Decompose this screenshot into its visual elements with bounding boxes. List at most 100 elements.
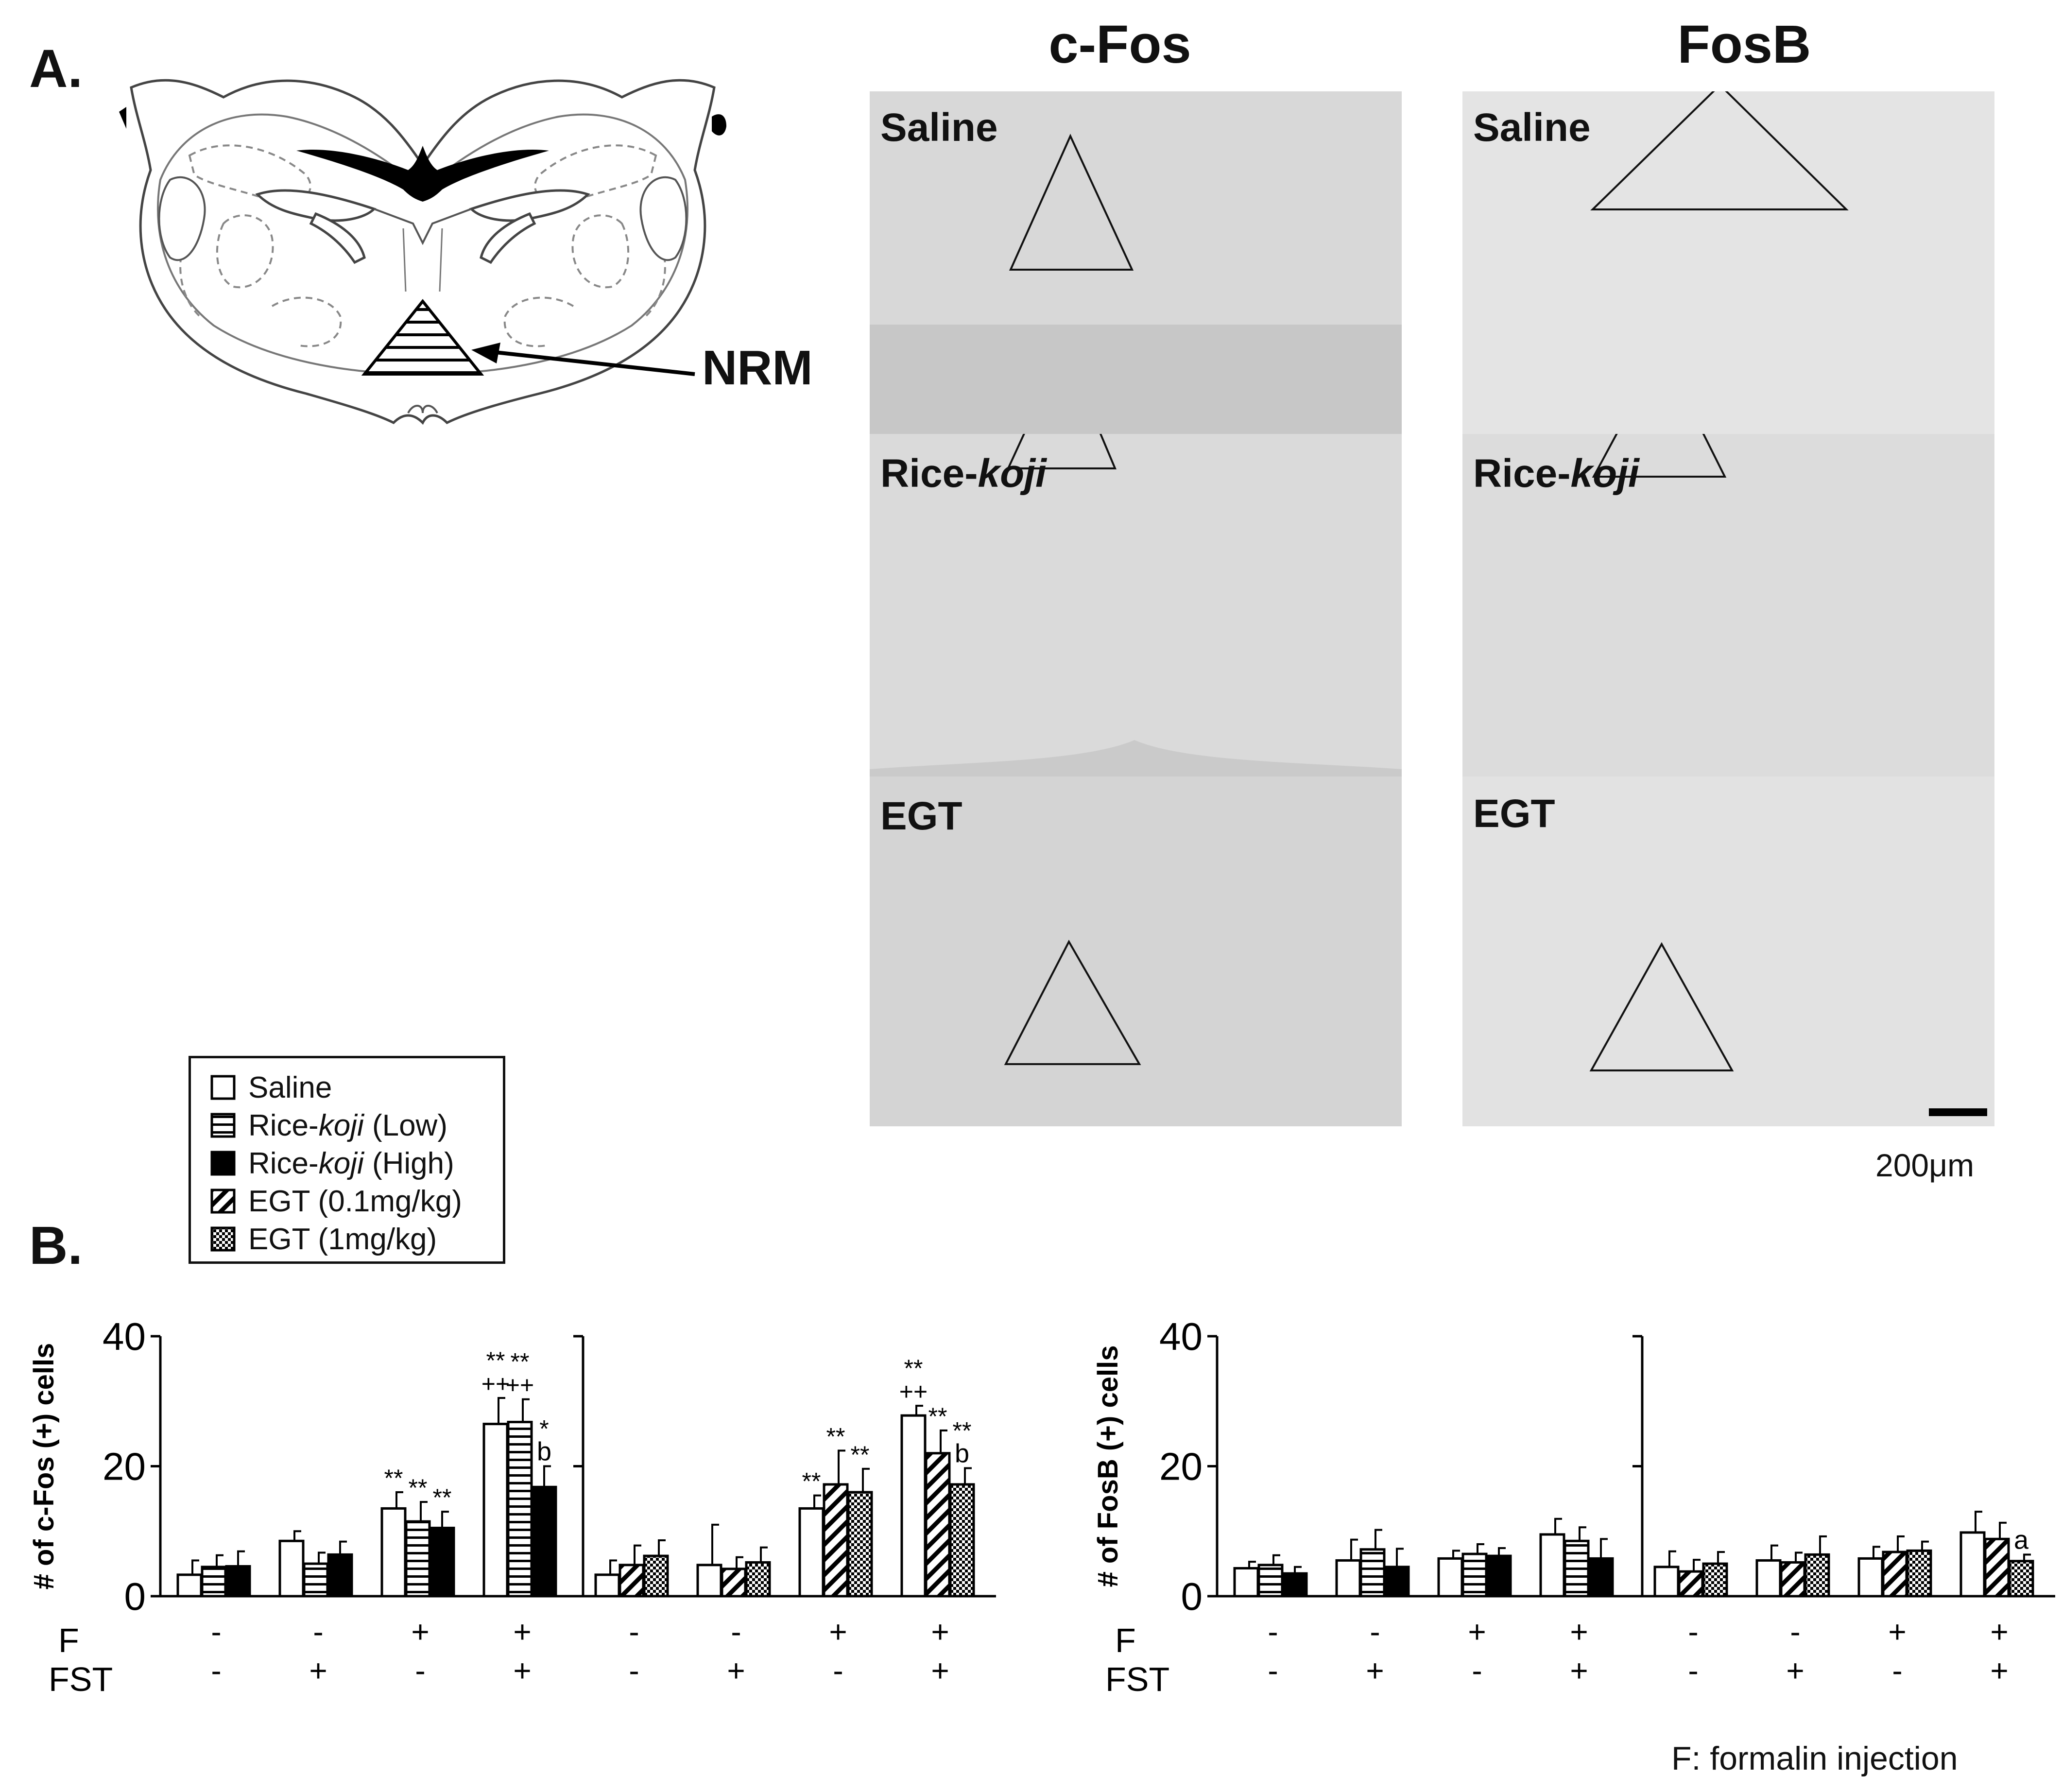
fosb-saline-label: Saline — [1473, 105, 1591, 150]
fosb-ricekoji-label: Rice-koji — [1473, 451, 1639, 496]
significance-mark: ** — [433, 1484, 452, 1511]
condition-label: + — [1468, 1614, 1486, 1649]
significance-mark: ** — [511, 1348, 530, 1376]
fosb-egt-stain — [1589, 942, 1734, 1071]
condition-label: + — [1990, 1653, 2008, 1688]
bar — [1233, 1567, 1259, 1598]
y-axis-label: # of c-Fos (+) cells — [28, 1343, 60, 1590]
cfos-micrograph-column: Saline Rice-koji EGT — [870, 91, 1402, 1126]
condition-label: + — [1366, 1653, 1384, 1688]
significance-mark: ** — [384, 1465, 403, 1492]
bar — [405, 1520, 431, 1598]
condition-label: - — [313, 1614, 323, 1649]
scale-bar — [1929, 1108, 1987, 1116]
panel-a-label: A. — [29, 39, 83, 99]
bar — [1359, 1548, 1386, 1598]
fosb-column-title: FosB — [1677, 15, 1811, 74]
condition-label: - — [211, 1614, 221, 1649]
bar — [745, 1561, 771, 1598]
bar — [1282, 1572, 1308, 1598]
bar — [1882, 1551, 1908, 1598]
significance-mark: ** — [409, 1474, 428, 1501]
bar — [1335, 1559, 1361, 1598]
legend-item-rice-high: Rice-koji (High) — [210, 1146, 454, 1180]
condition-label: - — [211, 1653, 221, 1688]
bar — [176, 1573, 203, 1598]
condition-label: - — [1790, 1614, 1800, 1649]
bar — [1564, 1539, 1590, 1598]
condition-label: - — [833, 1653, 843, 1688]
bar — [1588, 1557, 1614, 1598]
fosb-saline-section — [1462, 91, 1994, 434]
condition-label: - — [1688, 1653, 1698, 1688]
y-tick-label: 0 — [1181, 1575, 1203, 1618]
condition-label: - — [1688, 1614, 1698, 1649]
condition-label: - — [731, 1614, 741, 1649]
condition-label: - — [1268, 1614, 1278, 1649]
cfos-egt-section — [870, 776, 1402, 1126]
significance-mark: ++ — [899, 1378, 928, 1405]
bar — [507, 1421, 533, 1598]
bar — [1702, 1562, 1728, 1598]
row-label: F — [1115, 1621, 1136, 1659]
bar — [429, 1527, 455, 1598]
condition-label: - — [415, 1653, 425, 1688]
panel-b-label: B. — [29, 1216, 83, 1275]
bar — [278, 1539, 305, 1598]
bar — [643, 1554, 669, 1598]
condition-label: - — [629, 1614, 639, 1649]
y-tick-label: 40 — [103, 1315, 146, 1358]
y-tick-label: 20 — [103, 1445, 146, 1488]
bar — [1437, 1557, 1463, 1598]
bar — [721, 1568, 747, 1598]
legend-item-egt-low: EGT (0.1mg/kg) — [210, 1184, 462, 1218]
bar — [925, 1452, 951, 1598]
bar — [1857, 1557, 1884, 1598]
fosb-saline-stain — [1590, 91, 1849, 210]
fosb-egt-section — [1462, 776, 1994, 1126]
bar — [482, 1423, 509, 1598]
significance-mark: ** — [826, 1423, 845, 1450]
condition-label: + — [1570, 1614, 1588, 1649]
bar — [798, 1507, 825, 1598]
condition-label: + — [931, 1614, 949, 1649]
bar — [1486, 1554, 1512, 1598]
condition-label: + — [513, 1614, 531, 1649]
significance-mark: b — [955, 1439, 969, 1468]
significance-mark: b — [537, 1437, 551, 1466]
bar — [696, 1564, 722, 1598]
condition-label: + — [411, 1614, 429, 1649]
brainstem-schematic — [119, 79, 726, 425]
bar — [531, 1485, 557, 1598]
condition-label: - — [1268, 1653, 1278, 1688]
significance-mark: a — [2014, 1525, 2029, 1554]
bar — [1984, 1537, 2010, 1598]
bar — [1384, 1566, 1410, 1598]
legend-swatch-saline — [210, 1075, 236, 1100]
legend-item-egt-high: EGT (1mg/kg) — [210, 1222, 437, 1256]
cfos-ricekoji-label: Rice-koji — [880, 451, 1047, 496]
significance-mark: ++ — [506, 1372, 534, 1399]
condition-label: + — [1990, 1614, 2008, 1649]
significance-mark: * — [539, 1415, 549, 1443]
row-label: FST — [49, 1660, 113, 1698]
footnote: F: formalin injection — [1671, 1740, 1958, 1777]
nrm-arrow — [471, 343, 695, 376]
bar — [1780, 1561, 1806, 1598]
legend-swatch-rice-low — [210, 1113, 236, 1138]
cfos-saline-section — [870, 91, 1402, 434]
cfos-egt-label: EGT — [880, 794, 962, 838]
bar — [1959, 1531, 1986, 1598]
bar — [949, 1483, 975, 1598]
legend: Saline Rice-koji (Low) Rice-koji (High) … — [189, 1056, 505, 1264]
legend-item-rice-low: Rice-koji (Low) — [210, 1108, 447, 1142]
condition-label: + — [309, 1653, 327, 1688]
bar — [1678, 1570, 1704, 1598]
fosb-micrograph-column: Saline Rice-koji EGT — [1462, 91, 1994, 1126]
row-label: FST — [1105, 1660, 1169, 1698]
bar — [327, 1553, 353, 1598]
condition-label: + — [727, 1653, 745, 1688]
bar — [847, 1491, 873, 1598]
y-axis-label: # of FosB (+) cells — [1092, 1345, 1124, 1587]
